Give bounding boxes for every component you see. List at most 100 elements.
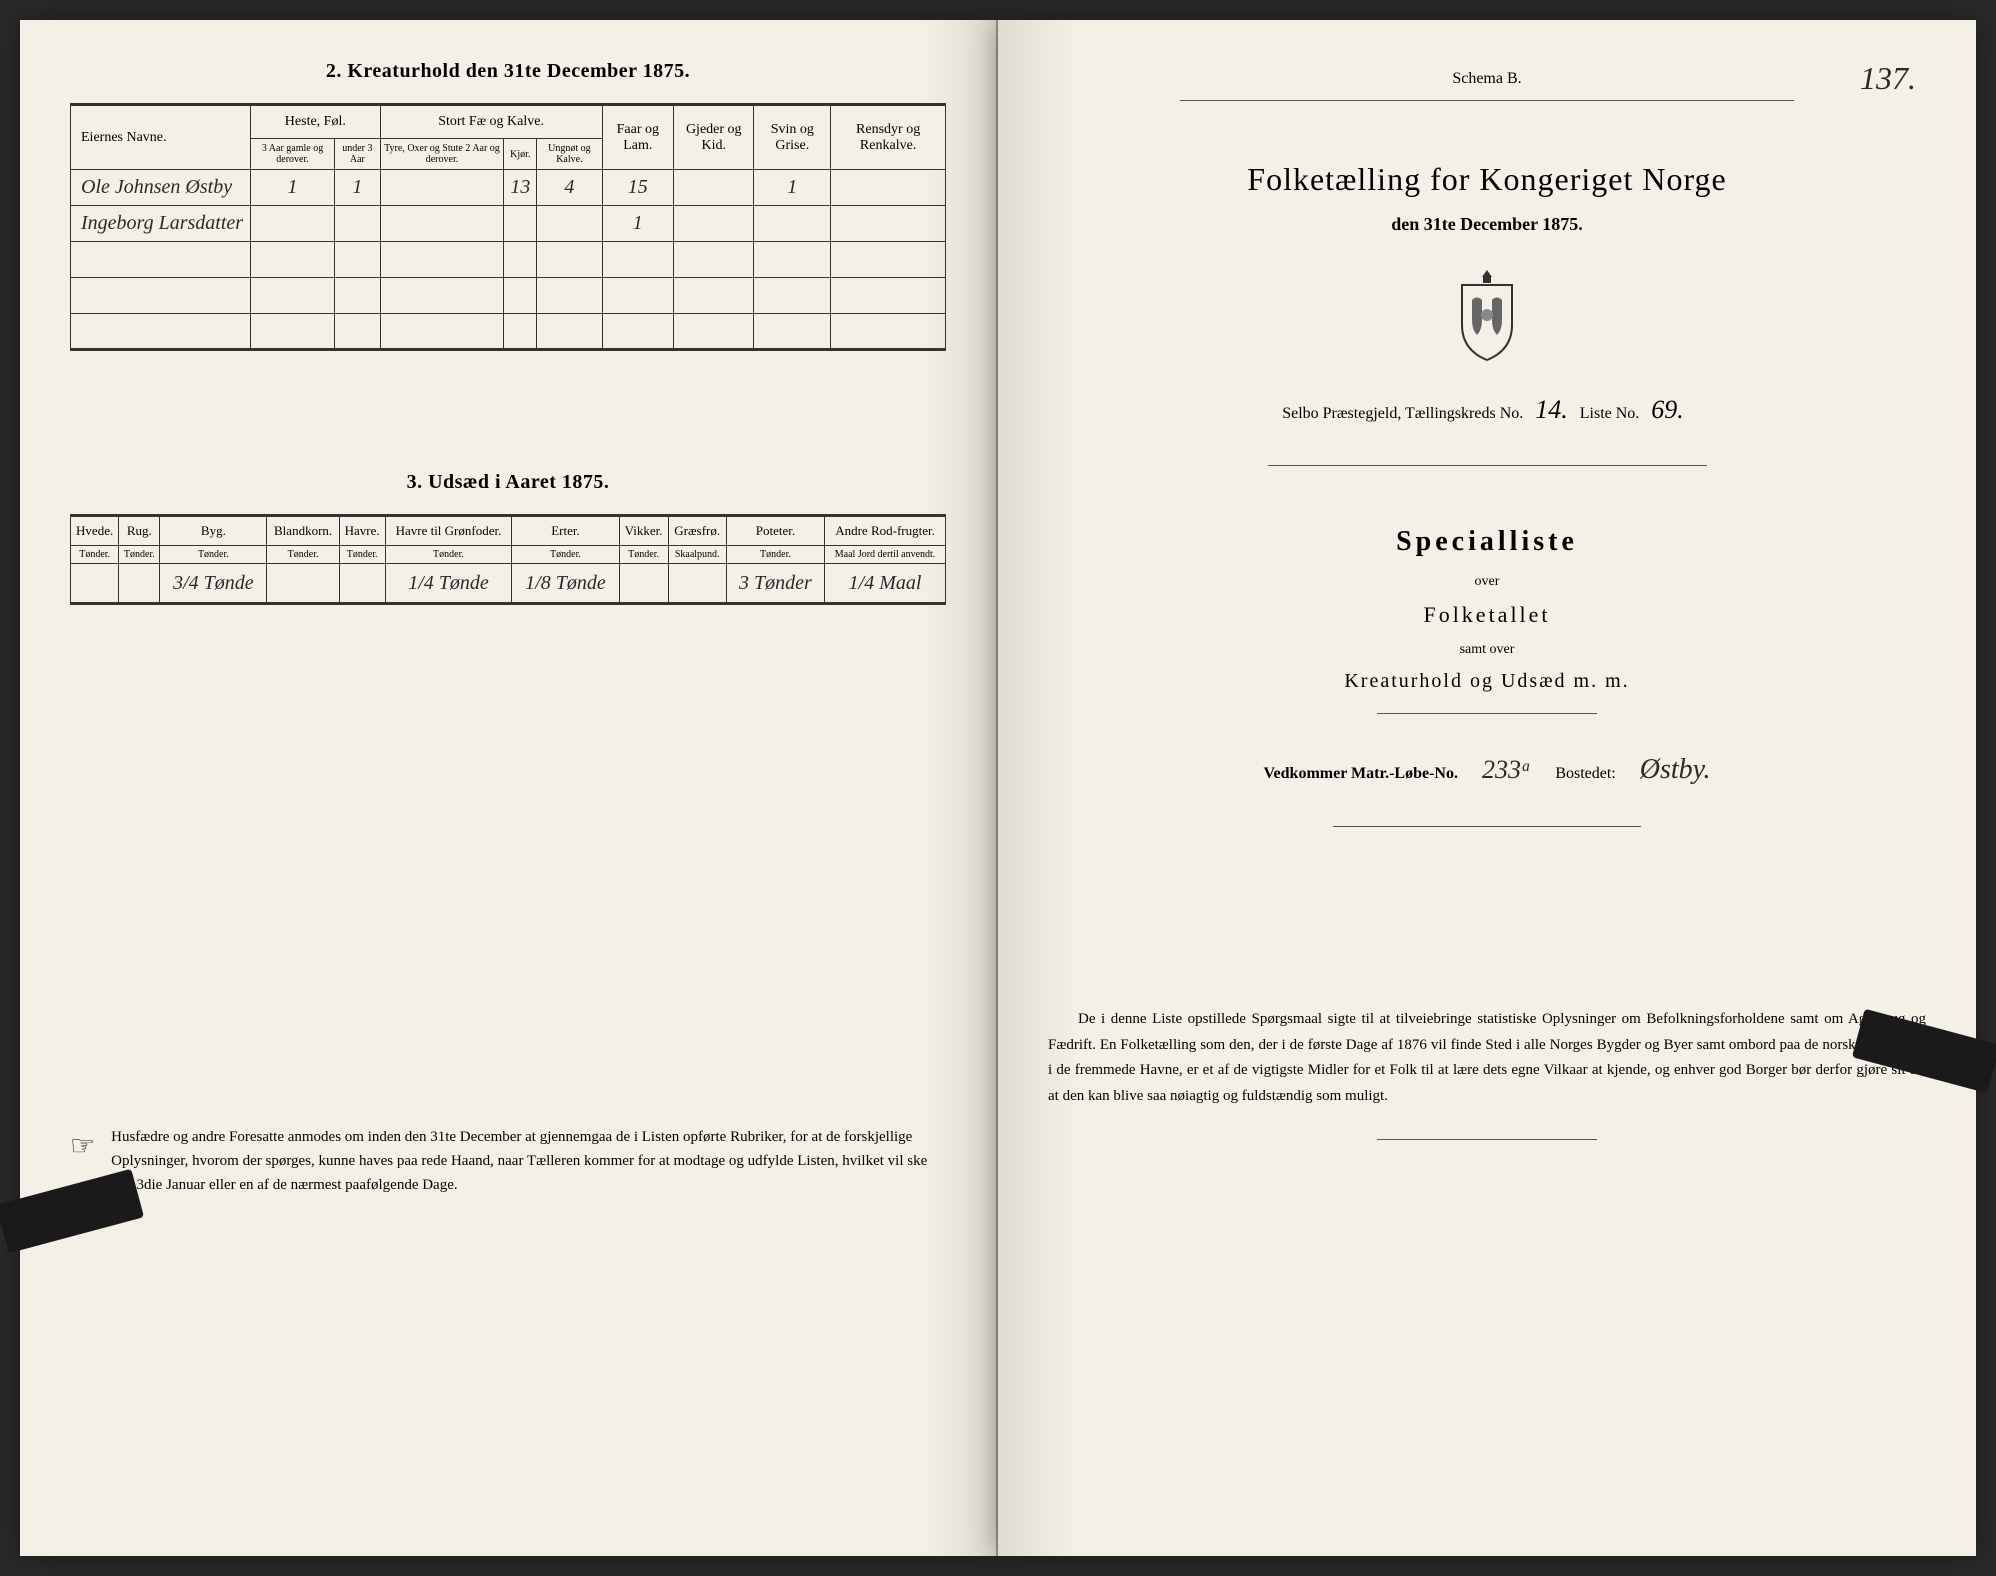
th-sub: Tønder. [619,546,668,564]
cell [674,278,754,314]
th: Blandkorn. [267,516,339,546]
th: Poteter. [726,516,824,546]
cell [668,564,726,604]
th-sub: Skaalpund. [668,546,726,564]
district-line: Selbo Præstegjeld, Tællingskreds No. 14.… [1048,395,1926,425]
book-spread: 2. Kreaturhold den 31te December 1875. E… [20,20,1976,1556]
table-row [71,242,946,278]
table-row: Ole Johnsen Østby11134151 [71,170,946,206]
th-sub: Tønder. [119,546,160,564]
cell: 4 [537,170,602,206]
cell [504,278,537,314]
cell [831,170,946,206]
th: Havre. [339,516,385,546]
vedkommer-line: Vedkommer Matr.-Løbe-No. 233ᵃ Bostedet: … [1048,754,1926,786]
table-row [71,278,946,314]
matr-number: 233ᵃ [1482,755,1531,784]
census-date: den 31te December 1875. [1048,214,1926,235]
th-s2: Kjør. [504,139,537,170]
th-rensdyr: Rensdyr og Renkalve. [831,105,946,170]
cell [504,206,537,242]
cell [831,242,946,278]
th-sub: Tønder. [267,546,339,564]
th: Rug. [119,516,160,546]
th: Erter. [512,516,619,546]
cell: 15 [602,170,674,206]
vedkommer-label: Vedkommer Matr.-Løbe-No. [1263,765,1458,782]
cell [831,278,946,314]
cell [537,278,602,314]
cell: 1/8 Tønde [512,564,619,604]
cell [251,242,335,278]
livestock-table: Eiernes Navne. Heste, Føl. Stort Fæ og K… [70,103,946,351]
th-sub: Tønder. [71,546,119,564]
th-s3: Ungnøt og Kalve. [537,139,602,170]
cell [380,170,504,206]
cell [504,242,537,278]
th-stort: Stort Fæ og Kalve. [380,105,602,139]
cell [380,278,504,314]
table2-title: 2. Kreaturhold den 31te December 1875. [70,60,946,83]
th-heste: Heste, Føl. [251,105,381,139]
cell [619,564,668,604]
cell [380,242,504,278]
th-gjeder: Gjeder og Kid. [674,105,754,170]
cell [674,242,754,278]
cell [251,206,335,242]
bostedet-value: Østby. [1640,754,1711,785]
over-label: over [1048,574,1926,590]
cell [71,314,251,350]
district-prefix: Selbo Præstegjeld, Tællingskreds No. [1282,405,1523,422]
cell [504,314,537,350]
kreatur-label: Kreaturhold og Udsæd m. m. [1048,670,1926,693]
cell [602,314,674,350]
cell: 1/4 Maal [825,564,946,604]
bottom-paragraph: De i denne Liste opstillede Spørgsmaal s… [1048,1007,1926,1109]
liste-label: Liste No. [1580,405,1640,422]
table-row: Ingeborg Larsdatter1 [71,206,946,242]
page-number: 137. [1860,60,1916,97]
cell [602,278,674,314]
census-title: Folketælling for Kongeriget Norge [1048,161,1926,198]
cell: 3 Tønder [726,564,824,604]
th: Byg. [160,516,267,546]
left-page: 2. Kreaturhold den 31te December 1875. E… [20,20,998,1556]
table3-title: 3. Udsæd i Aaret 1875. [70,471,946,494]
th-svin: Svin og Grise. [754,105,831,170]
th-sub: Tønder. [339,546,385,564]
cell: 13 [504,170,537,206]
footnote: ☞ Husfædre og andre Foresatte anmodes om… [70,1125,946,1197]
cell [380,206,504,242]
cell [71,242,251,278]
right-page: 137. Schema B. Folketælling for Kongerig… [998,20,1976,1556]
th-faar: Faar og Lam. [602,105,674,170]
th-sub: Tønder. [385,546,512,564]
cell [674,206,754,242]
th: Græsfrø. [668,516,726,546]
th-h1: 3 Aar gamle og derover. [251,139,335,170]
cell [754,278,831,314]
cell [754,206,831,242]
bostedet-label: Bostedet: [1555,765,1615,782]
th: Hvede. [71,516,119,546]
footnote-text: Husfædre og andre Foresatte anmodes om i… [111,1125,946,1197]
cell: 3/4 Tønde [160,564,267,604]
specialliste-title: Specialliste [1048,526,1926,558]
th-sub: Maal Jord dertil anvendt. [825,546,946,564]
cell [339,564,385,604]
th: Havre til Grønfoder. [385,516,512,546]
cell [831,314,946,350]
table-row [71,314,946,350]
cell [119,564,160,604]
cell [602,242,674,278]
district-number: 14. [1535,395,1568,424]
cell [537,314,602,350]
sowing-table: Hvede.Rug.Byg.Blandkorn.Havre.Havre til … [70,514,946,605]
cell [831,206,946,242]
liste-number: 69. [1651,395,1684,424]
cell [71,564,119,604]
th-sub: Tønder. [726,546,824,564]
cell: 1 [754,170,831,206]
th-sub: Tønder. [512,546,619,564]
cell: 1/4 Tønde [385,564,512,604]
